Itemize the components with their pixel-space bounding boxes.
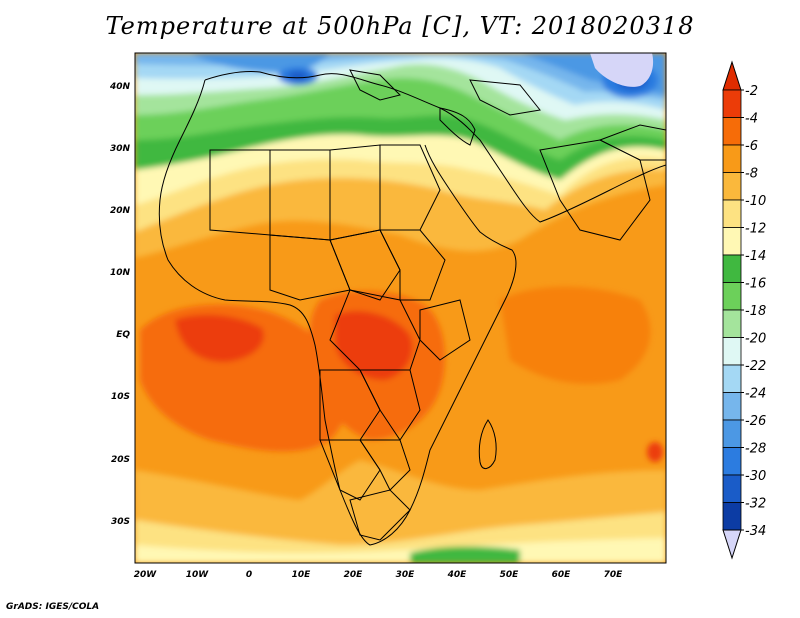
colorbar: -2 -4 -6 -8 -10 -12 -14 -16 -18 -20 -22 -24 -26 -28 -3… (722, 60, 766, 560)
colorbar-swatch (722, 227, 742, 256)
temperature-field (135, 53, 666, 563)
colorbar-label: -20 (745, 332, 766, 347)
x-tick-label: 30E (396, 570, 416, 580)
y-tick-label: 10S (111, 392, 130, 402)
map-frame (134, 52, 667, 564)
colorbar-swatch (722, 474, 742, 503)
colorbar-swatch (722, 117, 742, 146)
x-tick-label: 0 (246, 570, 252, 580)
y-tick-label: 40N (109, 82, 131, 92)
colorbar-swatch (722, 89, 742, 118)
colorbar-label: -32 (745, 497, 766, 512)
map-title: Temperature at 500hPa [C], VT: 201802031… (105, 12, 695, 40)
x-tick-label: 20E (344, 570, 364, 580)
colorbar-label: -8 (745, 167, 758, 182)
colorbar-label: -2 (745, 84, 758, 99)
colorbar-label: -24 (745, 387, 766, 402)
x-tick-label: 60E (552, 570, 572, 580)
x-tick-label: 50E (500, 570, 520, 580)
y-tick-label: 20S (111, 455, 130, 465)
y-tick-label: 30S (111, 517, 130, 527)
colorbar-label: -22 (745, 359, 766, 374)
y-tick-label: EQ (116, 330, 130, 340)
colorbar-swatch (722, 364, 742, 393)
colorbar-label: -10 (745, 194, 766, 209)
colorbar-label: -18 (745, 304, 766, 319)
y-tick-label: 30N (110, 144, 131, 154)
y-tick-label: 20N (110, 206, 131, 216)
colorbar-label: -28 (745, 442, 766, 457)
y-tick-label: 10N (110, 268, 131, 278)
colorbar-swatch (722, 337, 742, 366)
colorbar-swatch (722, 282, 742, 311)
colorbar-swatch (722, 502, 742, 531)
coastlines (158, 69, 666, 546)
colorbar-label: -16 (745, 277, 766, 292)
y-axis-ticks: 40N 30N 20N 10N EQ 10S 20S 30S (109, 82, 131, 527)
colorbar-swatch (722, 254, 742, 283)
colorbar-label: -30 (745, 469, 766, 484)
colorbar-swatch (722, 144, 742, 173)
x-axis-ticks: 20W 10W 0 10E 20E 30E 40E 50E 60E 70E (134, 570, 623, 580)
x-tick-label: 20W (134, 570, 158, 580)
colorbar-swatch (722, 419, 742, 448)
colorbar-label: -6 (745, 139, 758, 154)
colorbar-label: -4 (745, 112, 758, 127)
colorbar-label: -12 (745, 222, 766, 237)
colorbar-swatch (722, 172, 742, 201)
x-tick-label: 40E (447, 570, 468, 580)
colorbar-swatch (722, 309, 742, 338)
x-tick-label: 10E (292, 570, 312, 580)
colorbar-bottom-triangle (722, 529, 742, 560)
x-tick-label: 70E (604, 570, 624, 580)
colorbar-label: -14 (745, 249, 766, 264)
credit-text: GrADS: IGES/COLA (6, 602, 100, 612)
x-tick-label: 10W (186, 570, 210, 580)
colorbar-label: -26 (745, 414, 766, 429)
colorbar-swatch (722, 392, 742, 421)
colorbar-swatch (722, 447, 742, 476)
colorbar-swatch (722, 199, 742, 228)
colorbar-label: -34 (745, 524, 766, 539)
colorbar-top-triangle (722, 60, 742, 91)
